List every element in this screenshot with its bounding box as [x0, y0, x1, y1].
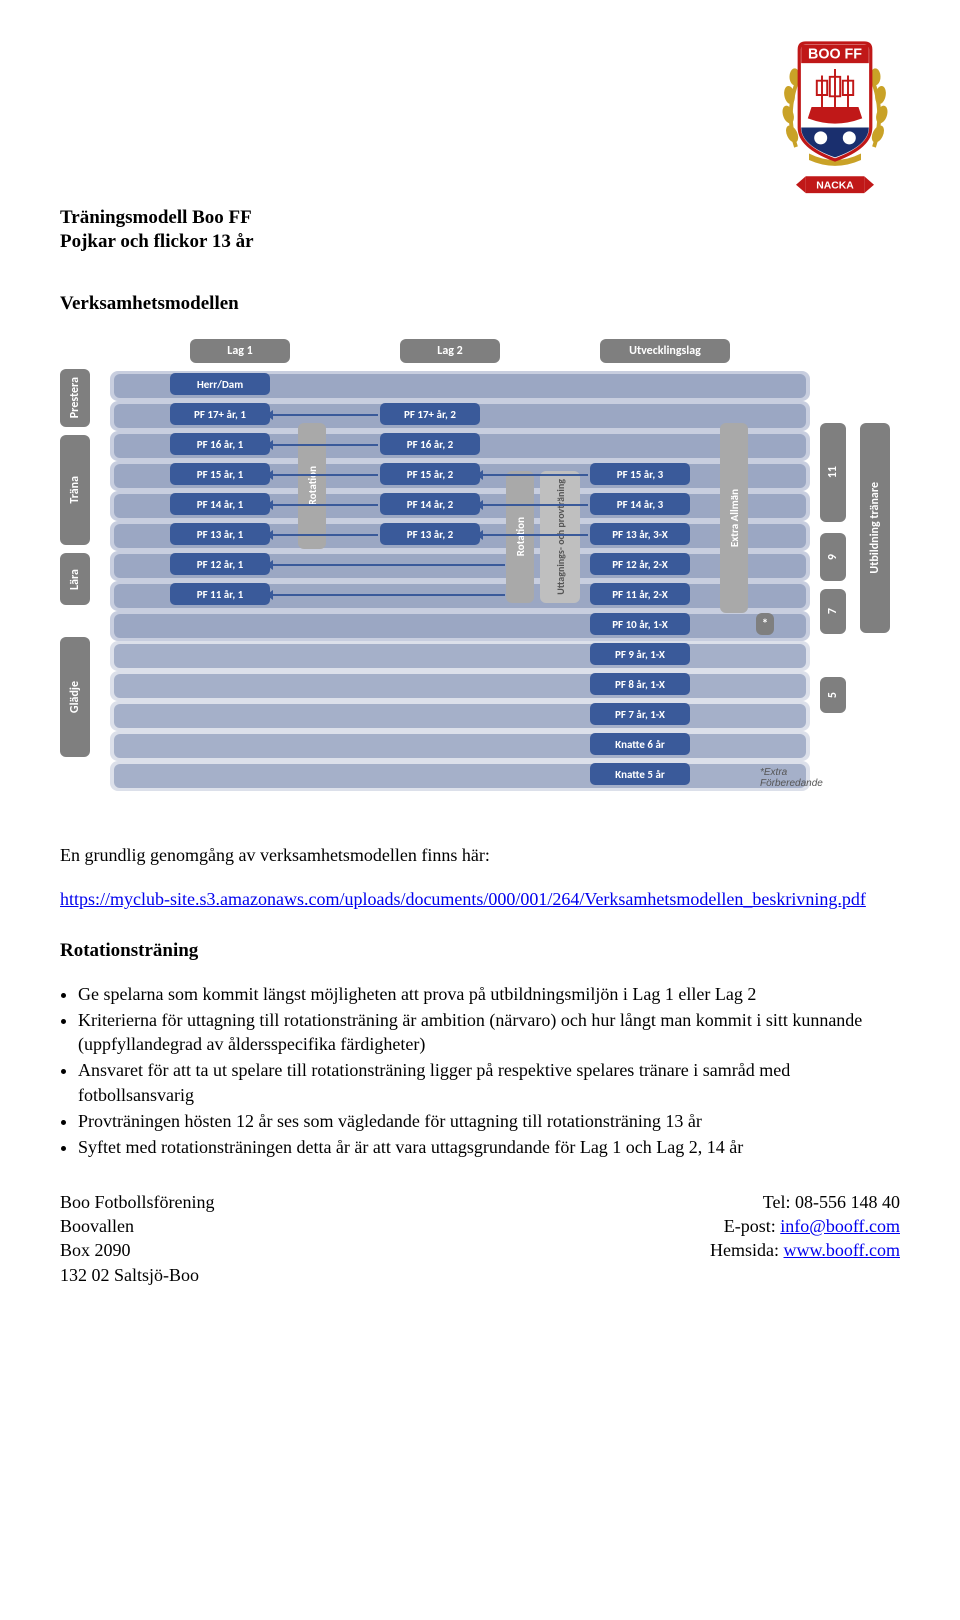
left-pill-glädje: Glädje [60, 637, 90, 757]
top-chip: Lag 2 [400, 339, 500, 363]
section-title-rotation: Rotationsträning [60, 940, 900, 962]
rotation-bullet: Ge spelarna som kommit längst möjlighete… [78, 982, 900, 1006]
footer-web-link[interactable]: www.booff.com [784, 1240, 900, 1260]
club-logo: BOO FF NACKA [770, 30, 900, 199]
col3-chip: PF 14 år, 3 [590, 493, 690, 515]
footer-left: Boo FotbollsföreningBoovallenBox 2090132… [60, 1190, 215, 1287]
right-num-7: 7 [820, 589, 846, 634]
col1-chip: PF 16 år, 1 [170, 433, 270, 455]
flow-arrow [272, 474, 378, 476]
flow-arrow [272, 534, 378, 536]
model-link-wrapper: https://myclub-site.s3.amazonaws.com/upl… [60, 887, 900, 911]
left-pill-lära: Lära [60, 553, 90, 605]
flow-arrow [272, 564, 505, 566]
right-num-5: 5 [820, 677, 846, 713]
col1-chip: PF 12 år, 1 [170, 553, 270, 575]
rotation-bullet-list: Ge spelarna som kommit längst möjlighete… [78, 982, 900, 1160]
flow-arrow [272, 414, 378, 416]
lane-inner [114, 734, 806, 758]
col3-chip: PF 8 år, 1-X [590, 673, 690, 695]
col3-chip: PF 15 år, 3 [590, 463, 690, 485]
col2-chip: PF 13 år, 2 [380, 523, 480, 545]
extra-note: *ExtraFörberedande [760, 767, 823, 789]
footer-email-line: E-post: info@booff.com [710, 1214, 900, 1238]
rotation-bullet: Syftet med rotationsträningen detta år ä… [78, 1135, 900, 1159]
col2-chip: PF 16 år, 2 [380, 433, 480, 455]
col3-chip: PF 11 år, 2-X [590, 583, 690, 605]
footer-left-line: Box 2090 [60, 1238, 215, 1262]
footer-tel: Tel: 08-556 148 40 [710, 1190, 900, 1214]
activity-model-diagram: Prestera Träna Lära Glädje Lag 1 Lag 2 Utveckl… [60, 335, 900, 815]
col3-chip: PF 12 år, 2-X [590, 553, 690, 575]
flow-arrow [482, 534, 588, 536]
lane-inner [114, 764, 806, 788]
utb-pill: Utbildning tränare [860, 423, 890, 633]
flow-arrow [482, 474, 588, 476]
col1-chip: PF 15 år, 1 [170, 463, 270, 485]
flow-arrow [272, 444, 378, 446]
asterisk-box: * [756, 613, 774, 635]
footer-left-line: 132 02 Saltsjö-Boo [60, 1263, 215, 1287]
section-title-model: Verksamhetsmodellen [60, 293, 900, 315]
col3-chip: Knatte 6 år [590, 733, 690, 755]
right-num-11: 11 [820, 423, 846, 522]
lane-inner [114, 614, 806, 638]
col1-chip: PF 14 år, 1 [170, 493, 270, 515]
col1-chip: PF 11 år, 1 [170, 583, 270, 605]
col1-chip: PF 13 år, 1 [170, 523, 270, 545]
footer-email-label: E-post: [724, 1216, 781, 1236]
extra-pill: Extra Allmän [720, 423, 748, 613]
rotation-pill-1: Rotation [298, 423, 326, 549]
uttag-pill: Uttagnings- och provträning [540, 471, 580, 603]
page-subheading: Pojkar och flickor 13 år [60, 231, 900, 253]
rotation-pill-2: Rotation [506, 471, 534, 603]
rotation-bullet: Kriterierna för uttagning till rotations… [78, 1008, 900, 1057]
logo-top-text: BOO FF [808, 47, 862, 63]
lane-inner [114, 704, 806, 728]
right-num-9: 9 [820, 533, 846, 581]
left-pill-träna: Träna [60, 435, 90, 545]
herrdam-chip: Herr/Dam [170, 373, 270, 395]
left-pill-prestera: Prestera [60, 369, 90, 427]
col2-chip: PF 17+ år, 2 [380, 403, 480, 425]
lane-inner [114, 644, 806, 668]
rotation-bullet: Ansvaret för att ta ut spelare till rota… [78, 1058, 900, 1107]
flow-arrow [272, 594, 505, 596]
page-heading: Träningsmodell Boo FF [60, 207, 900, 229]
footer-right: Tel: 08-556 148 40 E-post: info@booff.co… [710, 1190, 900, 1287]
flow-arrow [482, 504, 588, 506]
lane-inner [114, 674, 806, 698]
col3-chip: PF 9 år, 1-X [590, 643, 690, 665]
footer-web-label: Hemsida: [710, 1240, 784, 1260]
col3-chip: PF 10 år, 1-X [590, 613, 690, 635]
logo-bottom-text: NACKA [816, 181, 854, 192]
model-link[interactable]: https://myclub-site.s3.amazonaws.com/upl… [60, 889, 866, 909]
top-chip: Utvecklingslag [600, 339, 730, 363]
logo-container: BOO FF NACKA [60, 30, 900, 199]
col2-chip: PF 15 år, 2 [380, 463, 480, 485]
rotation-bullet: Provträningen hösten 12 år ses som vägle… [78, 1109, 900, 1133]
footer-email-link[interactable]: info@booff.com [780, 1216, 900, 1236]
flow-arrow [272, 504, 378, 506]
page-footer: Boo FotbollsföreningBoovallenBox 2090132… [60, 1190, 900, 1287]
footer-left-line: Boovallen [60, 1214, 215, 1238]
intro-text: En grundlig genomgång av verksamhetsmode… [60, 843, 900, 867]
col3-chip: PF 7 år, 1-X [590, 703, 690, 725]
footer-web-line: Hemsida: www.booff.com [710, 1238, 900, 1262]
col2-chip: PF 14 år, 2 [380, 493, 480, 515]
col3-chip: Knatte 5 år [590, 763, 690, 785]
top-chip: Lag 1 [190, 339, 290, 363]
col3-chip: PF 13 år, 3-X [590, 523, 690, 545]
footer-left-line: Boo Fotbollsförening [60, 1190, 215, 1214]
col1-chip: PF 17+ år, 1 [170, 403, 270, 425]
